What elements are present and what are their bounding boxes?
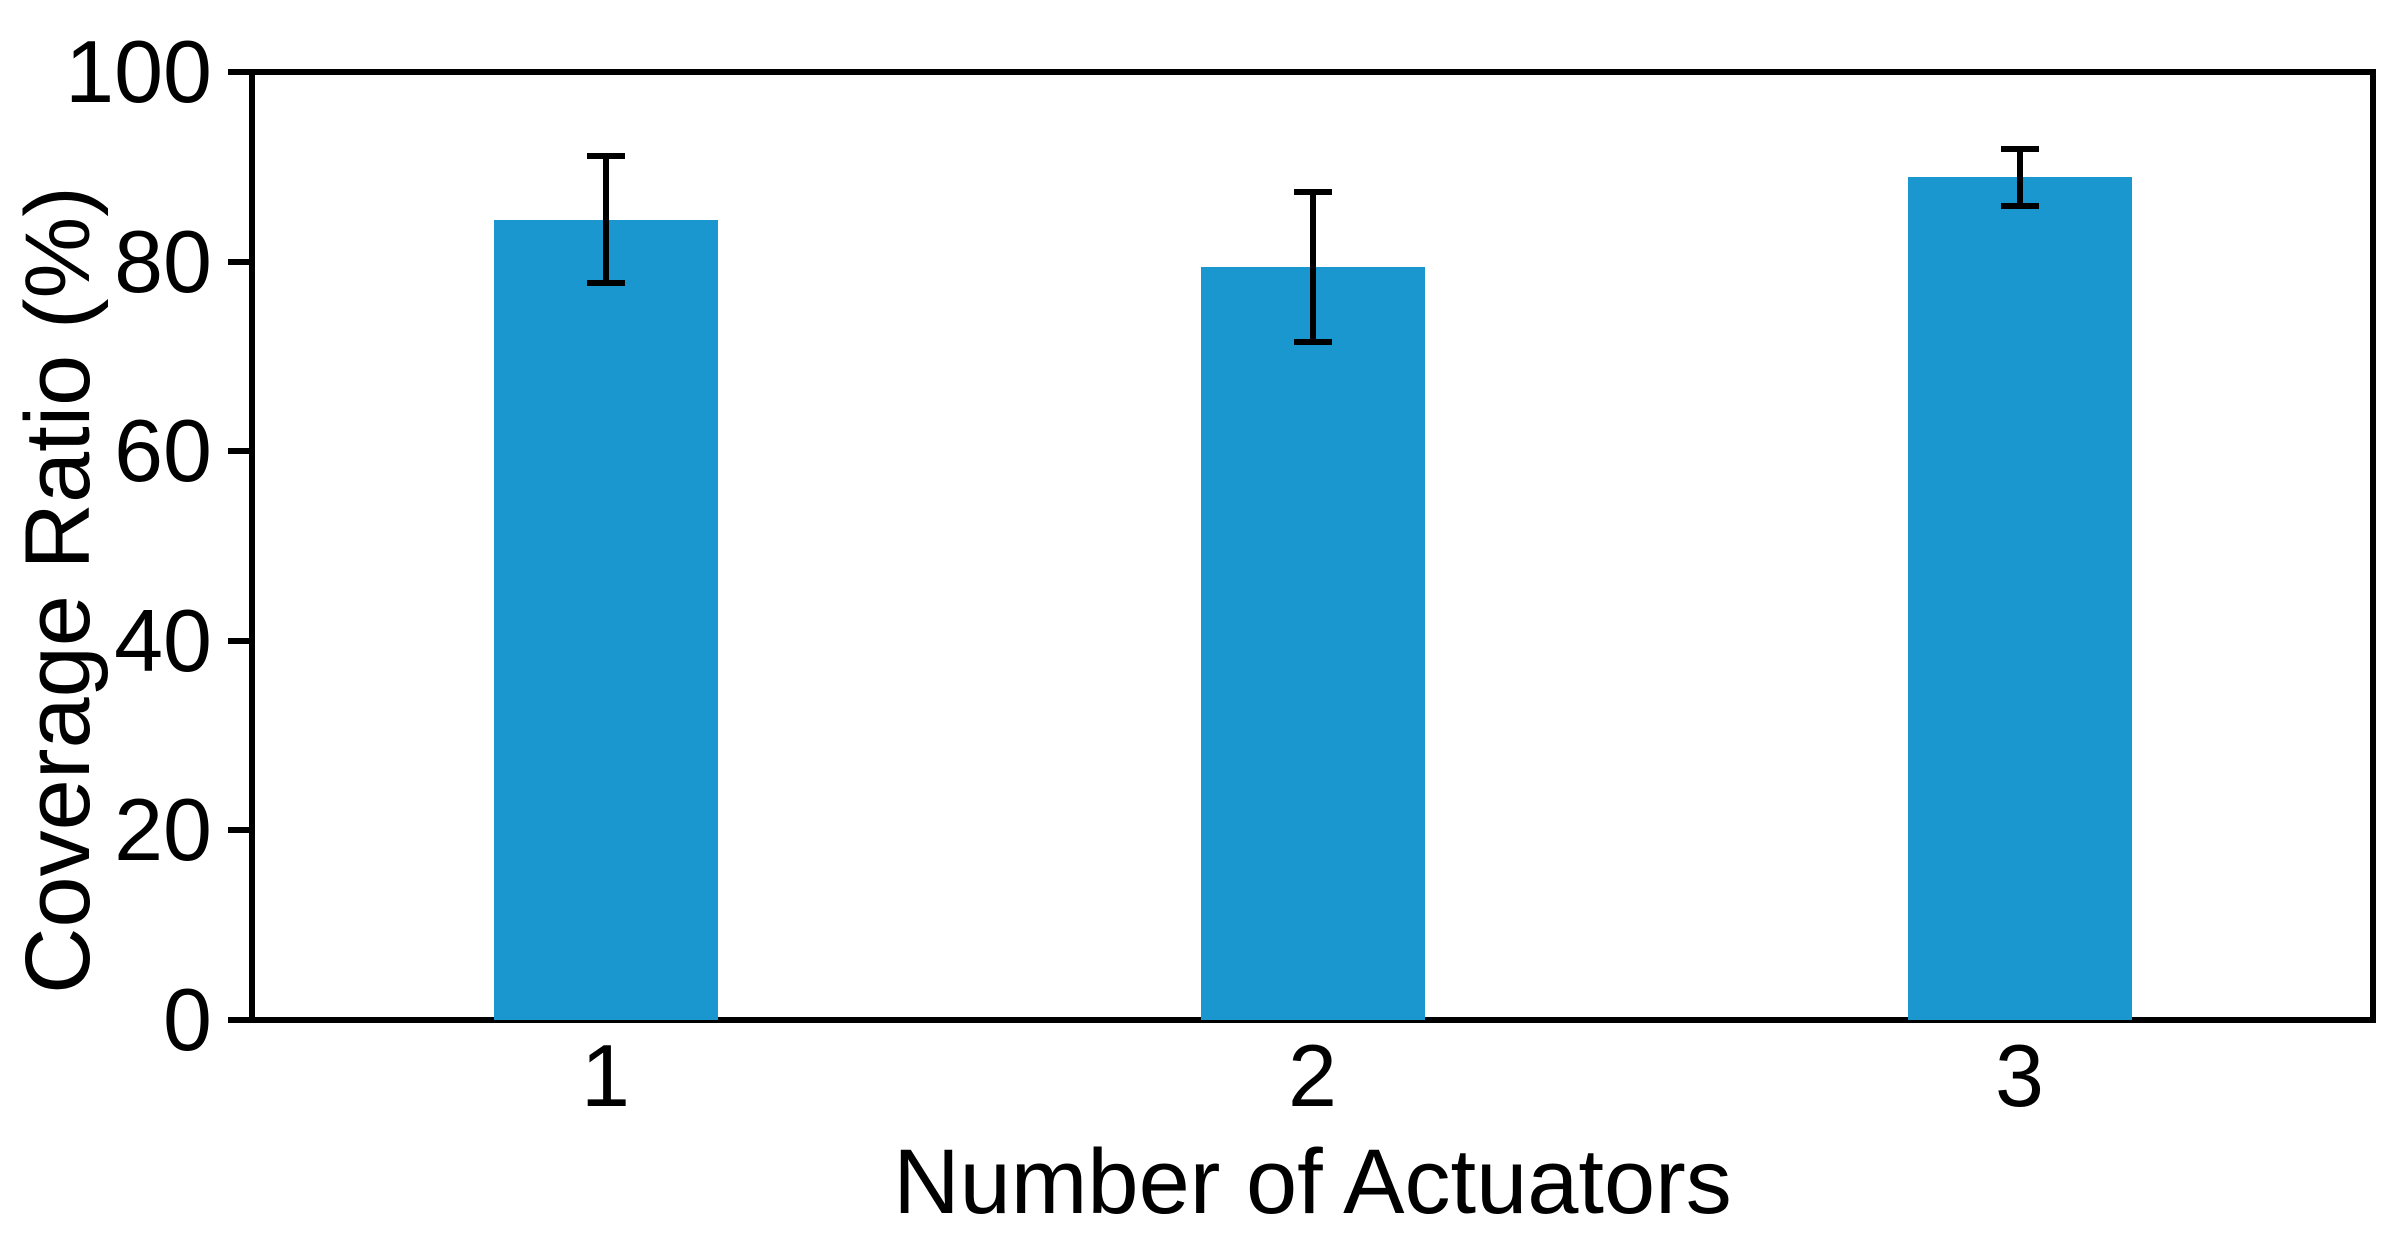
y-tick-label: 100 bbox=[65, 22, 212, 121]
x-axis-title: Number of Actuators bbox=[893, 1131, 1732, 1233]
y-tick-mark bbox=[228, 258, 252, 265]
error-bar-cap-bottom bbox=[2000, 202, 2039, 209]
error-bar-cap-bottom bbox=[1293, 339, 1332, 346]
y-tick-mark bbox=[228, 1017, 252, 1023]
bar-2 bbox=[1200, 267, 1425, 1020]
x-tick-label: 2 bbox=[1288, 1026, 1337, 1125]
y-tick-label: 60 bbox=[114, 401, 212, 501]
x-tick-label: 1 bbox=[581, 1026, 630, 1125]
y-tick-mark bbox=[228, 69, 252, 75]
error-bar-cap-bottom bbox=[586, 280, 625, 287]
error-bar-line bbox=[2016, 148, 2023, 206]
y-tick-mark bbox=[228, 448, 252, 455]
y-tick-mark bbox=[228, 827, 252, 834]
x-tick-label: 3 bbox=[1995, 1026, 2044, 1125]
y-tick-label: 40 bbox=[114, 590, 212, 690]
error-bar-cap-top bbox=[2000, 145, 2039, 152]
error-bar-cap-top bbox=[586, 153, 625, 160]
error-bar-cap-top bbox=[1293, 189, 1332, 196]
bar-3 bbox=[1907, 177, 2132, 1020]
y-tick-label: 0 bbox=[163, 970, 212, 1069]
y-tick-label: 80 bbox=[114, 211, 212, 311]
error-bar-line bbox=[602, 156, 609, 284]
y-tick-mark bbox=[228, 637, 252, 644]
error-bar-line bbox=[1309, 192, 1316, 343]
bar-1 bbox=[493, 219, 718, 1020]
plot-frame bbox=[249, 69, 2376, 1023]
y-tick-label: 20 bbox=[114, 780, 212, 880]
